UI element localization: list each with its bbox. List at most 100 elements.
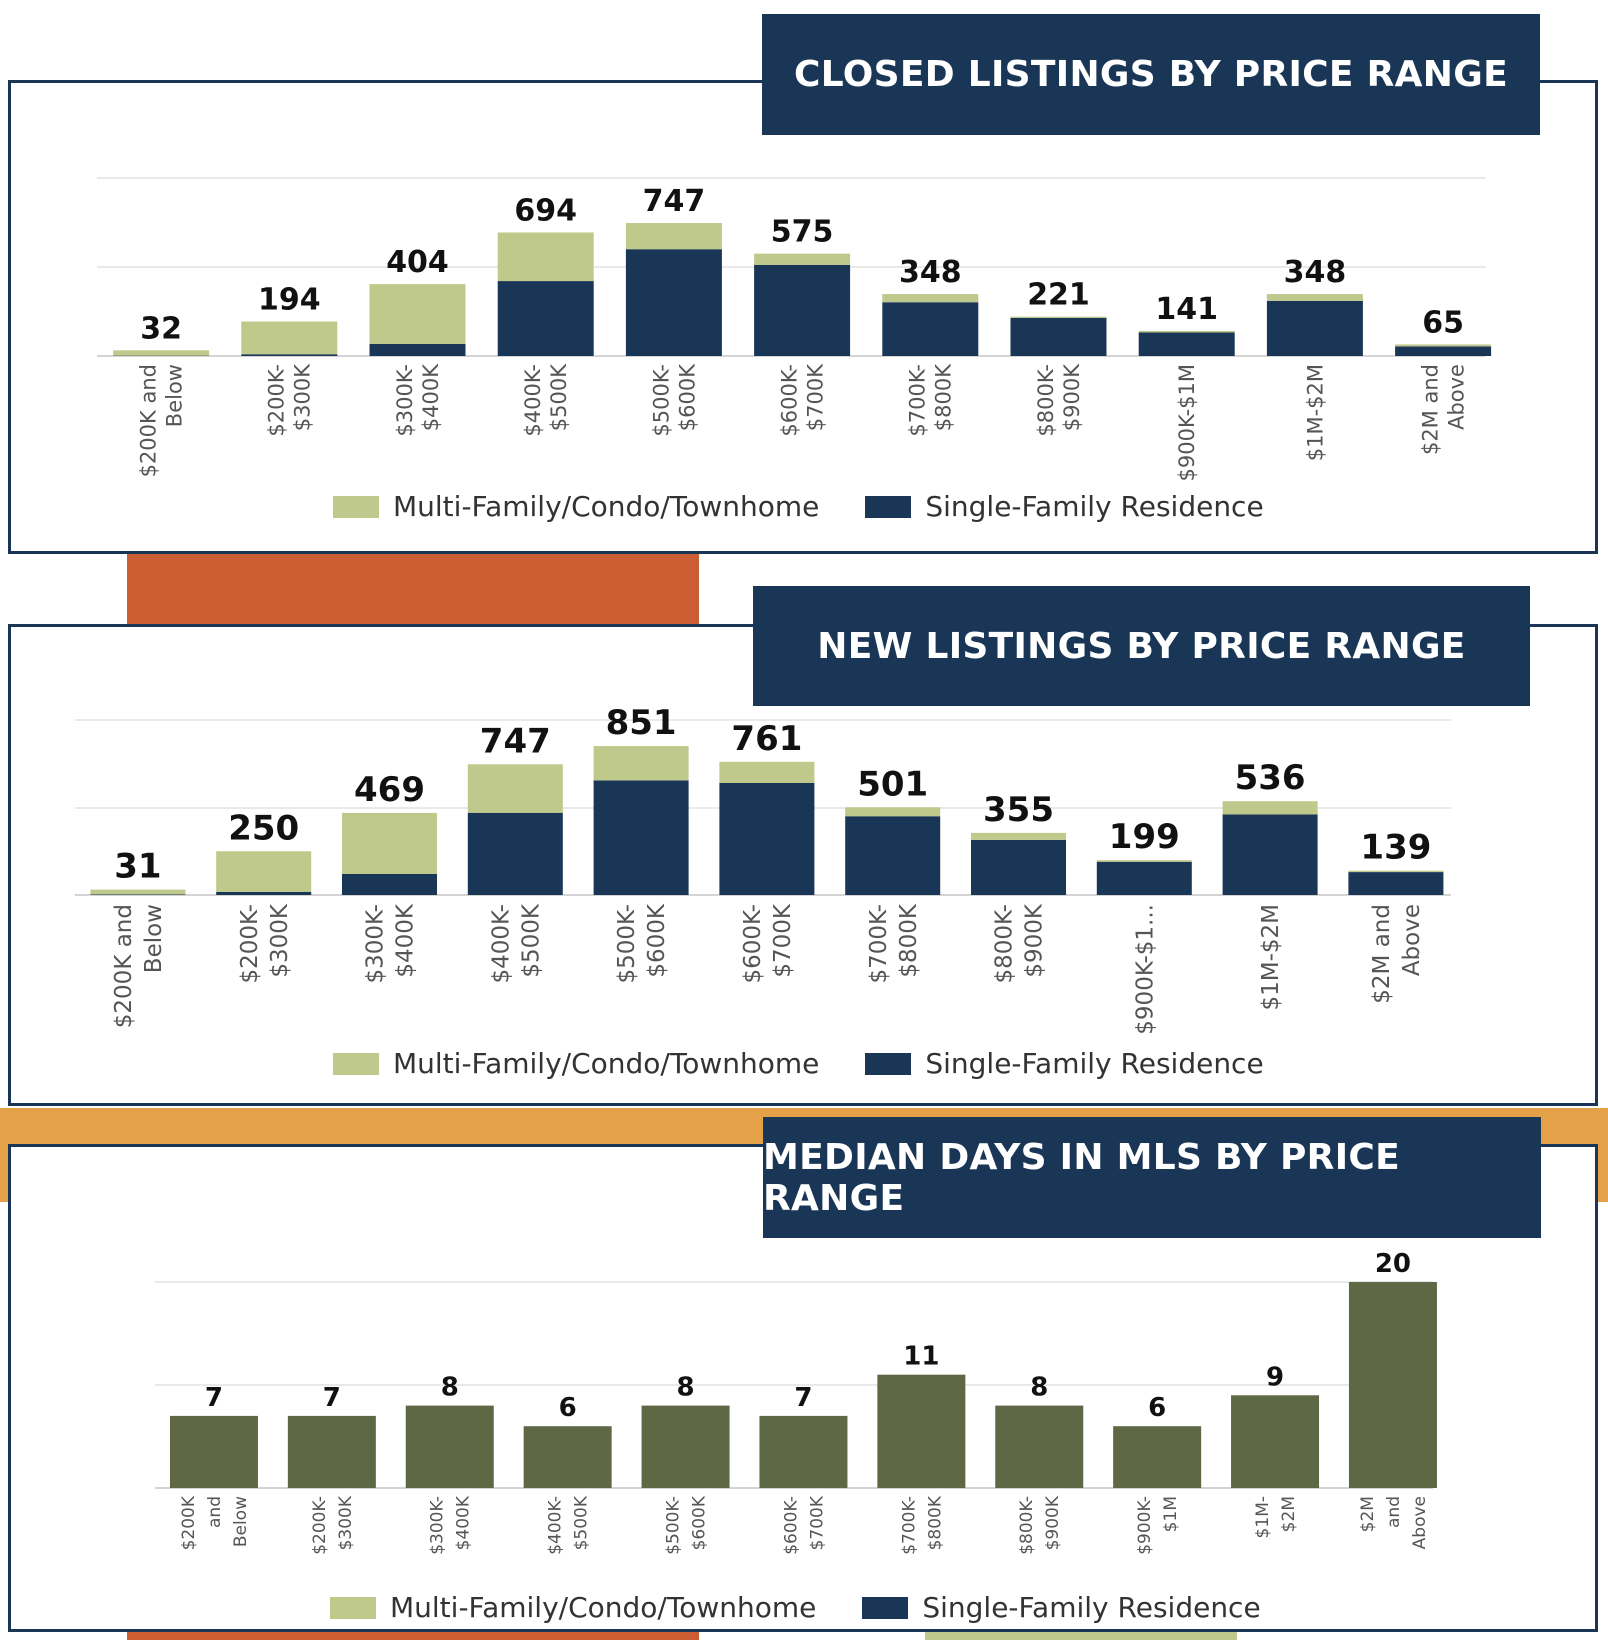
tick-label: $600K — [644, 903, 670, 978]
tick-label: Above — [1399, 904, 1425, 976]
tick-label: $800K- — [1017, 1496, 1037, 1555]
legend-swatch-multi-family — [333, 495, 379, 518]
bar-multi-family — [90, 889, 186, 895]
tick-label: $400K- — [488, 904, 514, 984]
bar-multi-family — [241, 321, 338, 355]
bar-median-days — [169, 1415, 258, 1488]
bar-multi-family — [754, 253, 851, 265]
tick-label: $200K- — [310, 1496, 330, 1555]
bar-single-family — [369, 343, 466, 356]
tick-label: $600K- — [781, 1496, 801, 1555]
tick-label: $700K — [770, 903, 796, 978]
bar-single-family — [1096, 861, 1192, 895]
tick-label: Above — [1444, 364, 1468, 430]
tick-label: $200K- — [237, 904, 263, 984]
bar-multi-family — [467, 764, 563, 813]
bar-single-family — [1138, 332, 1235, 356]
legend-item-single-family: Single-Family Residence — [865, 490, 1264, 523]
tick-label: $500K — [572, 1495, 592, 1550]
bar-single-family — [1010, 317, 1107, 356]
data-label: 348 — [899, 255, 962, 290]
data-label: 747 — [480, 721, 551, 761]
data-label: 694 — [514, 193, 577, 228]
legend-label-single-family: Single-Family Residence — [925, 1047, 1264, 1080]
data-label: 65 — [1422, 305, 1464, 340]
bar-multi-family — [1138, 330, 1235, 333]
tick-label: $400K- — [546, 1496, 566, 1555]
bar-multi-family — [625, 223, 722, 250]
legend-label-multi-family: Multi-Family/Condo/Townhome — [393, 490, 820, 523]
data-label: 32 — [140, 311, 182, 346]
tick-label: $900K — [1060, 363, 1084, 431]
tick-label: $200K — [179, 1495, 199, 1550]
bar-median-days — [1113, 1426, 1202, 1488]
data-label: 221 — [1027, 278, 1090, 313]
new-listings-legend: Multi-Family/Condo/Townhome Single-Famil… — [333, 1047, 1310, 1080]
data-label: 199 — [1109, 817, 1180, 857]
bar-multi-family — [1010, 316, 1107, 318]
bar-multi-family — [1395, 344, 1492, 347]
data-label: 6 — [559, 1393, 577, 1423]
bar-single-family — [1395, 346, 1492, 356]
legend-item-single-family: Single-Family Residence — [865, 1047, 1264, 1080]
data-label: 501 — [857, 764, 928, 804]
data-label: 7 — [205, 1383, 223, 1413]
bar-multi-family — [497, 232, 594, 282]
bar-median-days — [1231, 1395, 1320, 1488]
bar-single-family — [1348, 872, 1444, 895]
tick-label: $700K — [803, 363, 827, 431]
legend-swatch-single-family — [862, 1596, 909, 1619]
tick-label: $200K and — [111, 904, 137, 1028]
legend-label-single-family: Single-Family Residence — [922, 1591, 1261, 1624]
data-label: 6 — [1148, 1393, 1166, 1423]
tick-label: Below — [141, 904, 167, 973]
tick-label: $300K- — [428, 1496, 448, 1555]
bar-single-family — [342, 874, 437, 895]
median-days-legend: Multi-Family/Condo/Townhome Single-Famil… — [330, 1591, 1307, 1624]
data-label: 536 — [1235, 758, 1306, 798]
tick-label: $600K — [675, 363, 699, 431]
tick-label: $900K-$1... — [1132, 904, 1158, 1035]
tick-label: $900K — [1022, 903, 1048, 978]
legend-swatch-multi-family — [330, 1596, 376, 1619]
tick-label: $500K- — [649, 364, 673, 437]
tick-label: $500K — [547, 363, 571, 431]
bar-multi-family — [845, 807, 941, 817]
tick-label: $200K- — [265, 364, 289, 437]
data-label: 250 — [228, 808, 299, 848]
bar-median-days — [759, 1415, 848, 1488]
tick-label: Below — [162, 364, 186, 427]
orange-accent-band-1 — [127, 550, 699, 628]
tick-label: $800K — [925, 1495, 945, 1550]
tick-label: $400K — [393, 903, 419, 978]
tick-label: $300K — [336, 1495, 356, 1550]
bar-single-family — [625, 249, 722, 356]
tick-label: $600K- — [740, 904, 766, 984]
data-label: 469 — [354, 770, 425, 810]
tick-label: $400K — [454, 1495, 474, 1550]
bar-multi-family — [593, 746, 689, 781]
tick-label: $600K — [690, 1495, 710, 1550]
bar-multi-family — [1222, 801, 1318, 815]
tick-label: $300K- — [393, 364, 417, 437]
data-label: 761 — [731, 719, 802, 759]
tick-label: $1M-$2M — [1258, 904, 1284, 1011]
legend-item-multi-family: Multi-Family/Condo/Townhome — [333, 1047, 819, 1080]
data-label: 851 — [606, 703, 677, 743]
tick-label: $900K- — [1135, 1496, 1155, 1555]
bar-median-days — [523, 1426, 612, 1488]
tick-label: $400K- — [521, 364, 545, 437]
bar-single-family — [497, 281, 594, 356]
tick-label: $2M and — [1369, 904, 1395, 1004]
tick-label: $800K — [896, 903, 922, 978]
data-label: 575 — [771, 215, 834, 250]
legend-label-single-family: Single-Family Residence — [925, 490, 1264, 523]
bar-single-family — [754, 264, 851, 356]
data-label: 8 — [677, 1373, 695, 1403]
median-days-title: MEDIAN DAYS IN MLS BY PRICE RANGE — [763, 1117, 1541, 1238]
legend-item-single-family: Single-Family Residence — [862, 1591, 1261, 1624]
bar-multi-family — [1348, 870, 1444, 873]
